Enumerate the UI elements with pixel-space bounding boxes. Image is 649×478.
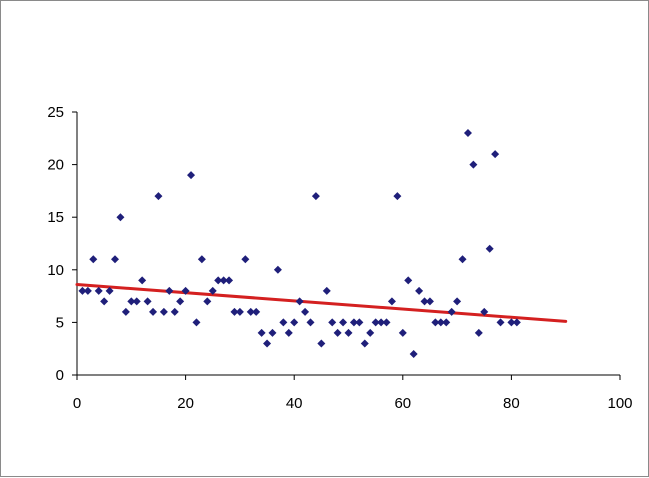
data-point — [263, 339, 272, 348]
data-point — [203, 297, 212, 306]
data-point — [83, 286, 92, 295]
trendline — [75, 283, 568, 323]
data-point — [398, 328, 407, 337]
data-point — [192, 318, 201, 327]
data-point — [170, 307, 179, 316]
data-point — [328, 318, 337, 327]
data-point — [187, 171, 196, 180]
data-point — [78, 286, 87, 295]
data-point — [159, 307, 168, 316]
data-point — [404, 276, 413, 285]
data-point — [132, 297, 141, 306]
data-point — [382, 318, 391, 327]
tick-labels: 0 5 10 15 20 25 0 20 40 60 80 100 — [47, 104, 632, 412]
data-point — [387, 297, 396, 306]
data-point — [453, 297, 462, 306]
data-point — [235, 307, 244, 316]
data-point — [409, 349, 418, 358]
data-point — [306, 318, 315, 327]
data-point — [447, 307, 456, 316]
data-point — [377, 318, 386, 327]
data-point — [121, 307, 130, 316]
data-point — [339, 318, 348, 327]
data-point — [485, 244, 494, 253]
data-point — [366, 328, 375, 337]
data-point — [333, 328, 342, 337]
data-point — [480, 307, 489, 316]
data-point — [138, 276, 147, 285]
data-point — [420, 297, 429, 306]
data-point — [127, 297, 136, 306]
data-point — [436, 318, 445, 327]
data-point — [268, 328, 277, 337]
y-tick-label: 5 — [56, 314, 64, 331]
data-point — [154, 192, 163, 201]
data-point — [246, 307, 255, 316]
data-point — [225, 276, 234, 285]
data-point — [149, 307, 158, 316]
data-point — [474, 328, 483, 337]
data-point — [252, 307, 261, 316]
data-point — [295, 297, 304, 306]
x-tick-label: 20 — [177, 395, 194, 412]
data-point — [393, 192, 402, 201]
data-point — [111, 255, 120, 264]
data-point — [349, 318, 358, 327]
data-point — [197, 255, 206, 264]
y-tick-label: 0 — [56, 367, 64, 384]
data-point — [214, 276, 223, 285]
y-tick-label: 15 — [47, 209, 64, 226]
y-tick-label: 20 — [47, 157, 64, 174]
data-point — [241, 255, 250, 264]
trendline-group — [75, 283, 568, 323]
data-point — [284, 328, 293, 337]
x-tick-label: 100 — [607, 395, 632, 412]
data-point — [273, 265, 282, 274]
x-tick-label: 80 — [503, 395, 520, 412]
data-point — [219, 276, 228, 285]
data-point — [360, 339, 369, 348]
data-point — [230, 307, 239, 316]
data-point — [491, 150, 500, 159]
data-point — [116, 213, 125, 222]
data-point — [105, 286, 114, 295]
data-point — [279, 318, 288, 327]
y-tick-label: 25 — [47, 104, 64, 121]
x-tick-label: 0 — [73, 395, 81, 412]
data-point — [208, 286, 217, 295]
data-point — [425, 297, 434, 306]
data-point — [507, 318, 516, 327]
y-tick-label: 10 — [47, 262, 64, 279]
axes — [72, 111, 621, 380]
data-point — [301, 307, 310, 316]
data-point — [143, 297, 152, 306]
data-point — [512, 318, 521, 327]
data-point — [496, 318, 505, 327]
x-tick-label: 40 — [286, 395, 303, 412]
data-point — [431, 318, 440, 327]
data-point — [89, 255, 98, 264]
data-point — [311, 192, 320, 201]
data-point — [355, 318, 364, 327]
data-point — [442, 318, 451, 327]
data-point — [463, 129, 472, 138]
data-point — [317, 339, 326, 348]
data-point — [322, 286, 331, 295]
data-point — [100, 297, 109, 306]
data-point — [469, 160, 478, 169]
data-point — [257, 328, 266, 337]
data-point — [181, 286, 190, 295]
data-point — [415, 286, 424, 295]
data-point — [458, 255, 467, 264]
data-point — [344, 328, 353, 337]
data-point — [290, 318, 299, 327]
x-tick-label: 60 — [394, 395, 411, 412]
data-point — [165, 286, 174, 295]
data-point — [371, 318, 380, 327]
data-point — [176, 297, 185, 306]
data-points — [78, 129, 521, 358]
data-point — [94, 286, 103, 295]
